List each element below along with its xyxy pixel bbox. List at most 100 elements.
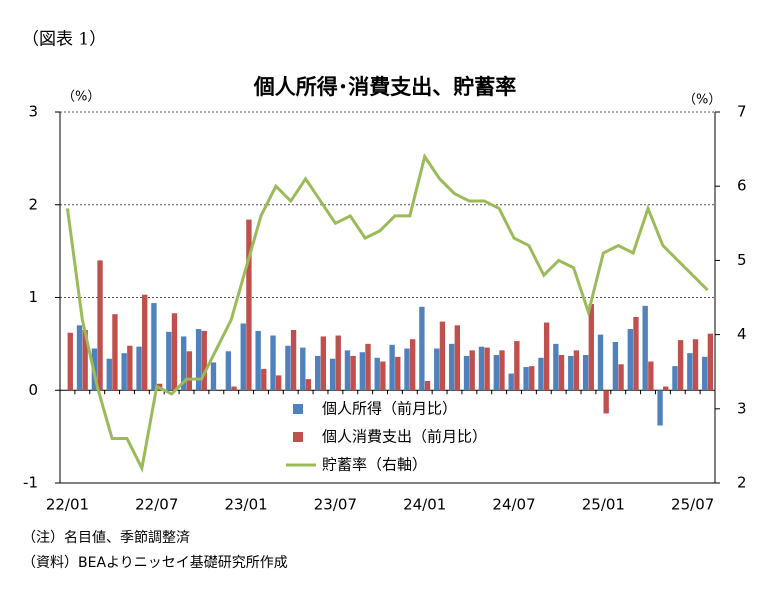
- bar: [702, 356, 708, 391]
- bar: [523, 367, 529, 391]
- bar: [76, 325, 83, 391]
- x-tick-label: 22/01: [46, 496, 89, 514]
- bar: [315, 355, 321, 391]
- bar: [677, 340, 684, 391]
- bar: [612, 342, 619, 391]
- bar: [305, 379, 312, 391]
- bar: [335, 335, 341, 391]
- bar: [657, 390, 663, 426]
- bar: [424, 380, 431, 391]
- bar: [672, 366, 678, 391]
- y-tick-label: 0: [28, 381, 38, 399]
- bar: [568, 355, 574, 391]
- bar: [633, 316, 639, 391]
- legend-swatch: [293, 404, 303, 414]
- bar: [439, 321, 446, 391]
- bar: [136, 346, 142, 391]
- bar: [603, 390, 609, 414]
- bar: [434, 348, 440, 391]
- y2-tick-label: 2: [737, 474, 747, 492]
- bar: [582, 355, 589, 391]
- x-tick-label: 23/07: [314, 496, 357, 514]
- bar: [380, 361, 386, 391]
- bar: [290, 329, 297, 391]
- bar: [588, 303, 594, 391]
- bar: [514, 341, 520, 391]
- y2-axis-label: （%）: [683, 93, 721, 108]
- bar: [543, 322, 550, 391]
- bar: [463, 355, 470, 391]
- y2-tick-label: 7: [737, 103, 747, 121]
- bar: [484, 347, 490, 391]
- bar: [142, 294, 148, 391]
- bar: [350, 355, 356, 391]
- bar: [454, 325, 460, 391]
- bar: [97, 260, 103, 391]
- bar: [707, 333, 714, 391]
- bar: [389, 344, 395, 391]
- x-tick-label: 23/01: [224, 496, 267, 514]
- y-axis-label: （%）: [62, 90, 100, 105]
- y-tick-label: -1: [23, 474, 38, 492]
- figure-label: （図表 1）: [22, 30, 106, 50]
- chart-title: 個人所得･消費支出、貯蓄率: [253, 75, 517, 99]
- bar: [166, 331, 172, 391]
- bar: [597, 334, 604, 391]
- bar: [186, 351, 193, 391]
- bar: [404, 348, 410, 391]
- bar: [365, 343, 371, 391]
- bar: [663, 386, 669, 391]
- x-tick-label: 22/07: [135, 496, 178, 514]
- bar: [121, 353, 127, 391]
- bar: [240, 323, 246, 391]
- bar: [67, 332, 73, 391]
- bar: [270, 335, 276, 391]
- legend-label: 個人消費支出（前月比）: [322, 428, 487, 446]
- bar: [285, 345, 291, 391]
- bar: [210, 362, 217, 391]
- bar: [112, 314, 118, 391]
- bar: [419, 306, 425, 391]
- bar: [359, 352, 366, 391]
- bar: [231, 386, 237, 391]
- bar: [255, 330, 261, 391]
- y2-tick-label: 5: [737, 251, 747, 269]
- y-tick-label: 1: [28, 288, 38, 306]
- note: （注）名目値、季節調整済: [22, 529, 190, 546]
- bar: [558, 355, 565, 391]
- bar: [499, 350, 505, 391]
- bar: [448, 343, 455, 391]
- bar: [529, 366, 535, 391]
- bar: [538, 357, 544, 391]
- legend-swatch: [293, 432, 303, 442]
- bar: [82, 329, 88, 391]
- bar: [648, 361, 654, 391]
- bar: [692, 339, 699, 391]
- legend-label: 貯蓄率（右軸）: [322, 456, 427, 474]
- bar: [618, 364, 624, 391]
- bar: [151, 303, 157, 391]
- x-tick-label: 25/07: [671, 496, 714, 514]
- x-tick-label: 24/01: [403, 496, 446, 514]
- note: （資料）BEAよりニッセイ基礎研究所作成: [22, 554, 288, 571]
- bar: [642, 305, 648, 391]
- bar: [261, 368, 267, 391]
- bar: [478, 346, 485, 391]
- bar: [409, 339, 416, 391]
- bar: [553, 343, 559, 391]
- bar: [300, 347, 306, 391]
- y2-tick-label: 4: [737, 325, 747, 343]
- bar: [195, 329, 202, 391]
- bar: [329, 358, 336, 391]
- bar: [276, 375, 282, 391]
- bar: [344, 350, 351, 391]
- bar: [395, 356, 401, 391]
- bar: [127, 345, 133, 391]
- line: [65, 152, 709, 473]
- x-tick-label: 24/07: [492, 496, 535, 514]
- bar: [687, 353, 693, 391]
- bar: [201, 330, 207, 391]
- bar: [320, 336, 327, 391]
- bar: [573, 350, 580, 391]
